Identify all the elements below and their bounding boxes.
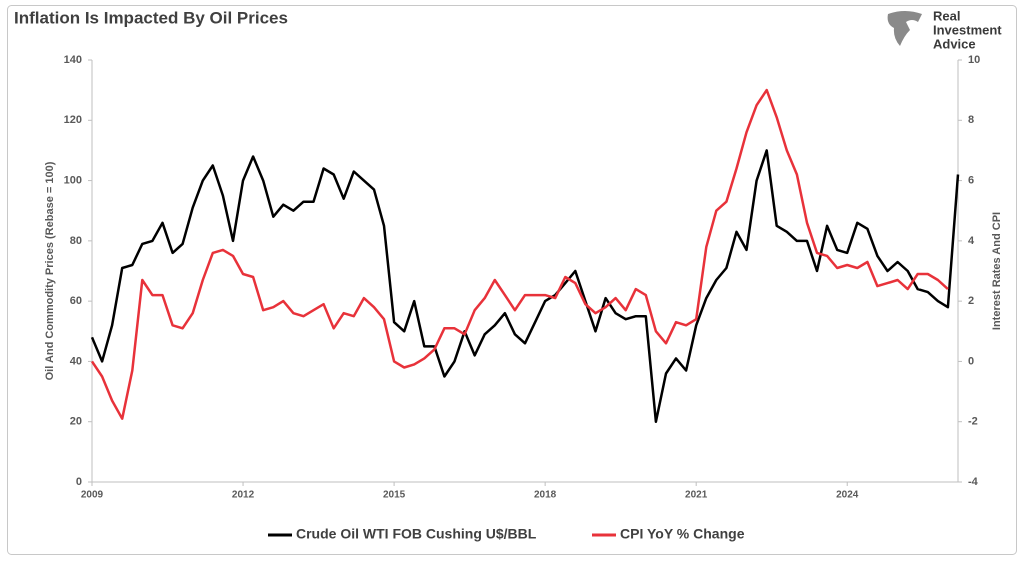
brand-line: Real <box>933 8 960 23</box>
chart-title: Inflation Is Impacted By Oil Prices <box>14 8 288 27</box>
x-tick-label: 2018 <box>534 490 557 501</box>
x-tick-label: 2009 <box>81 490 104 501</box>
legend: Crude Oil WTI FOB Cushing U$/BBL CPI YoY … <box>268 526 745 542</box>
y2-tick-label: 4 <box>968 235 975 247</box>
y-tick-label: 100 <box>64 174 82 186</box>
brand-line: Advice <box>933 36 976 51</box>
y2-axis-title: Interest Rates And CPI <box>991 212 1003 330</box>
y-tick-label: 60 <box>70 295 82 307</box>
legend-label: CPI YoY % Change <box>620 526 745 542</box>
logo: Real Investment Advice <box>887 8 1002 51</box>
y2-tick-label: -4 <box>968 476 979 488</box>
y2-tick-label: 8 <box>968 114 974 126</box>
y2-tick-label: 2 <box>968 295 974 307</box>
logo-icon <box>887 11 922 46</box>
y-tick-label: 140 <box>64 54 82 66</box>
y2-tick-label: 10 <box>968 54 980 66</box>
brand-line: Investment <box>933 22 1002 37</box>
x-tick-label: 2012 <box>232 490 255 501</box>
frame <box>7 5 1017 555</box>
y2-tick-label: -2 <box>968 416 978 428</box>
series-line <box>90 149 960 423</box>
y-tick-label: 40 <box>70 355 82 367</box>
y2-tick-label: 6 <box>968 174 974 186</box>
x-tick-label: 2015 <box>383 490 406 501</box>
y-tick-label: 120 <box>64 114 82 126</box>
legend-label: Crude Oil WTI FOB Cushing U$/BBL <box>296 526 537 542</box>
y2-tick-label: 0 <box>968 355 974 367</box>
x-tick-label: 2021 <box>685 490 708 501</box>
y-tick-label: 80 <box>70 235 82 247</box>
y-axis-title: Oil And Commodity Prices (Rebase = 100) <box>44 161 56 380</box>
series-line <box>90 88 949 420</box>
x-tick-label: 2024 <box>836 490 859 501</box>
y-tick-label: 0 <box>76 476 82 488</box>
y-tick-label: 20 <box>70 416 82 428</box>
